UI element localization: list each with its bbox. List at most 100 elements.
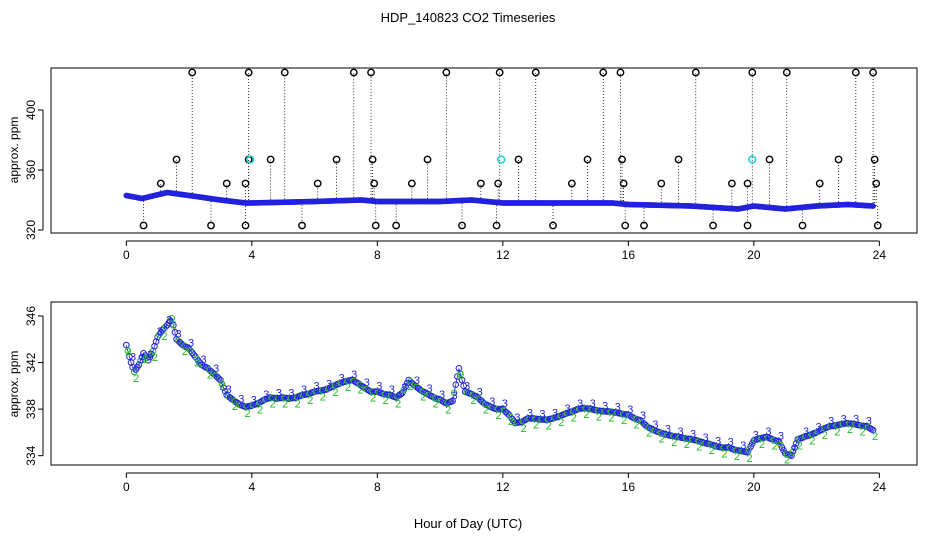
point-digit-label: 3 xyxy=(314,381,320,393)
baseline-point xyxy=(870,203,876,209)
point-digit-label: 3 xyxy=(652,419,658,431)
outlier-point xyxy=(241,179,250,188)
point-digit-label: 3 xyxy=(853,413,859,425)
series-point xyxy=(170,321,177,329)
outlier-point xyxy=(266,155,275,164)
point-digit-label: 2 xyxy=(621,415,627,427)
point-digit-label: 3 xyxy=(790,445,796,457)
point-digit-label: 3 xyxy=(201,354,207,366)
outlier-point xyxy=(368,155,377,164)
point-digit-label: 2 xyxy=(171,319,177,331)
x-axis-label: Hour of Day (UTC) xyxy=(414,516,522,531)
outlier-point xyxy=(494,179,503,188)
point-digit-label: 2 xyxy=(495,410,501,422)
point-digit-label: 2 xyxy=(395,398,401,410)
cyan-point xyxy=(497,155,506,164)
point-digit-label: 2 xyxy=(142,354,148,366)
outlier-point xyxy=(869,68,877,77)
bottom-plot-frame xyxy=(50,301,918,466)
point-digit-label: 2 xyxy=(219,381,225,393)
outlier-point xyxy=(583,155,592,164)
bottom-x-tick-label: 16 xyxy=(622,480,636,494)
point-digit-label: 2 xyxy=(847,424,853,436)
outlier-point xyxy=(870,155,879,164)
series-point xyxy=(162,323,169,331)
top-x-tick-label: 8 xyxy=(374,248,381,262)
cyan-point xyxy=(748,155,757,164)
series-point xyxy=(126,353,133,361)
point-digit-label: 3 xyxy=(226,384,232,396)
point-digit-label: 2 xyxy=(270,398,276,410)
point-digit-label: 3 xyxy=(166,314,172,326)
top-axis-ticks: 0 4 8 12 16 20 24 320 360 400 xyxy=(24,100,886,262)
point-digit-label: 3 xyxy=(477,386,483,398)
point-digit-label: 2 xyxy=(320,391,326,403)
point-digit-label: 3 xyxy=(602,400,608,412)
outlier-point xyxy=(244,68,253,77)
outlier-point xyxy=(370,179,379,188)
outlier-point xyxy=(313,179,322,188)
point-digit-label: 3 xyxy=(502,398,508,410)
outlier-point xyxy=(188,68,197,77)
series-point xyxy=(144,356,152,364)
point-digit-label: 3 xyxy=(565,403,571,415)
point-digit-label: 3 xyxy=(376,381,382,393)
point-digit-label: 2 xyxy=(696,442,702,454)
point-digit-label: 2 xyxy=(257,404,263,416)
outlier-point xyxy=(872,179,881,188)
series-point xyxy=(188,349,196,356)
point-digit-label: 2 xyxy=(533,419,539,431)
series-point xyxy=(397,390,405,398)
point-digit-label: 2 xyxy=(734,451,740,463)
series-point xyxy=(187,347,194,354)
point-digit-label: 2 xyxy=(822,430,828,442)
point-digit-label: 3 xyxy=(665,424,671,436)
point-digit-label: 2 xyxy=(207,369,213,381)
outlier-point xyxy=(298,221,306,230)
outlier-point xyxy=(619,179,628,188)
series-point xyxy=(137,357,144,365)
point-digit-label: 2 xyxy=(772,440,778,452)
series-point xyxy=(402,383,409,390)
point-digit-label: 2 xyxy=(721,449,727,461)
point-digit-label: 2 xyxy=(546,421,552,433)
point-digit-label: 3 xyxy=(803,426,809,438)
outlier-point xyxy=(782,68,791,77)
point-digit-label: 3 xyxy=(276,388,282,400)
point-digit-label: 2 xyxy=(470,395,476,407)
point-digit-label: 2 xyxy=(133,373,139,385)
point-digit-label: 2 xyxy=(684,439,690,451)
outlier-point xyxy=(172,155,181,164)
point-digit-label: 3 xyxy=(130,352,136,364)
series-point xyxy=(791,444,798,451)
point-digit-label: 2 xyxy=(634,419,640,431)
outlier-point xyxy=(851,68,860,77)
series-point xyxy=(399,389,406,397)
point-digit-label: 2 xyxy=(571,412,577,424)
point-digit-label: 3 xyxy=(715,435,721,447)
series-point xyxy=(127,359,135,366)
point-digit-label: 3 xyxy=(175,328,181,340)
series-point xyxy=(792,440,800,447)
outlier-point xyxy=(207,221,215,230)
point-digit-label: 2 xyxy=(872,431,878,443)
outlier-point xyxy=(621,221,630,230)
top-y-tick-label: 400 xyxy=(24,100,38,120)
point-digit-label: 2 xyxy=(859,426,865,438)
point-digit-label: 3 xyxy=(590,398,596,410)
outlier-point xyxy=(476,179,485,188)
point-digit-label: 3 xyxy=(514,412,520,424)
outlier-point xyxy=(873,221,882,230)
point-digit-label: 3 xyxy=(188,338,194,350)
point-digit-label: 2 xyxy=(420,391,426,403)
series-point xyxy=(510,417,518,425)
point-digit-label: 2 xyxy=(345,382,351,394)
outlier-point xyxy=(371,221,380,230)
series-point xyxy=(460,382,467,390)
series-point xyxy=(193,355,201,363)
point-digit-label: 3 xyxy=(615,402,621,414)
top-y-axis-label: approx. ppm xyxy=(7,117,21,184)
top-data-marks xyxy=(123,68,882,230)
series-point xyxy=(450,389,458,397)
